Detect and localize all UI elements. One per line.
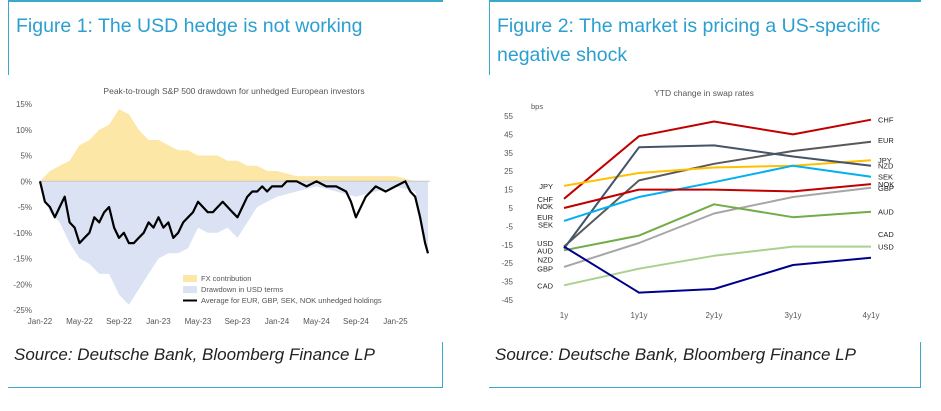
y-tick-label: -25% <box>13 306 32 315</box>
right-label-eur: EUR <box>878 136 894 145</box>
series-line-sek <box>563 164 872 222</box>
left-label-nok: NOK <box>537 202 553 211</box>
drawdown-chart: Peak-to-trough S&P 500 drawdown for unhe… <box>13 86 430 326</box>
x-tick-label: Jan-24 <box>265 317 290 326</box>
right-label-aud: AUD <box>878 208 894 217</box>
right-label-jpy: JPY <box>878 156 892 165</box>
y-tick-label: 0% <box>20 177 32 186</box>
panel-bottom-rule <box>8 387 443 388</box>
right-label-sek: SEK <box>878 173 893 182</box>
series-line-nzd <box>563 144 872 250</box>
series-line-usd <box>563 245 872 294</box>
panel-top-rule <box>489 0 921 2</box>
left-label-jpy: JPY <box>539 182 553 191</box>
right-label-gbp: GBP <box>878 184 894 193</box>
chart-1-title: Peak-to-trough S&P 500 drawdown for unhe… <box>103 86 364 96</box>
figure-2-title: Figure 2: The market is pricing a US-spe… <box>497 15 881 66</box>
chart-2-title: YTD change in swap rates <box>654 88 754 98</box>
right-label-usd: USD <box>878 243 894 252</box>
x-tick-label: May-24 <box>303 317 330 326</box>
swap-rates-chart: YTD change in swap rates bps 55 45 35 25 15 5 -5… <box>501 88 894 320</box>
right-label-chf: CHF <box>878 116 894 125</box>
series-line-eur <box>563 140 872 248</box>
figure-1-source: Source: Deutsche Bank, Bloomberg Finance… <box>14 345 375 364</box>
left-label-chf: CHF <box>538 195 554 204</box>
x-tick-label: May-22 <box>66 317 93 326</box>
x-tick-label: Sep-23 <box>225 317 251 326</box>
x-tick-label: May-23 <box>185 317 212 326</box>
right-label-cad: CAD <box>878 230 894 239</box>
left-label-aud: AUD <box>537 246 553 255</box>
y-tick-label: 5 <box>509 204 514 213</box>
fx-contribution-area <box>40 109 429 182</box>
panel-bottom-rule <box>489 387 921 388</box>
left-label-nzd: NZD <box>538 256 554 265</box>
series-line-aud <box>563 203 872 252</box>
left-label-gbp: GBP <box>537 265 553 274</box>
x-tick-label: Jan-22 <box>28 317 53 326</box>
series-line-nok <box>563 183 872 209</box>
y-tick-label: 45 <box>504 130 513 139</box>
y-tick-label: 15% <box>16 100 32 109</box>
y-tick-label: -20% <box>13 280 32 289</box>
panel-left-rule <box>8 0 9 75</box>
legend-label: FX contribution <box>201 274 251 283</box>
right-label-nzd: NZD <box>878 162 894 171</box>
x-tick-label: Sep-24 <box>343 317 369 326</box>
usd-drawdown-area <box>40 181 429 305</box>
x-tick-label: 1y <box>560 311 568 320</box>
y-axis-unit: bps <box>531 102 543 111</box>
x-tick-label: Sep-22 <box>106 317 132 326</box>
figure-1-title: Figure 1: The USD hedge is not working <box>16 15 363 37</box>
series-line-gbp <box>563 186 872 268</box>
left-label-cad: CAD <box>537 281 553 290</box>
y-tick-label: 25 <box>504 167 513 176</box>
figure-1-panel: Figure 1: The USD hedge is not working P… <box>8 0 443 388</box>
series-line-cad <box>563 245 871 287</box>
left-label-sek: SEK <box>538 221 553 230</box>
panel-left-rule <box>489 0 490 75</box>
figure-2-source: Source: Deutsche Bank, Bloomberg Finance… <box>495 345 856 364</box>
x-tick-label: 4y1y <box>863 311 880 320</box>
average-line <box>38 180 430 254</box>
series-line-chf <box>563 118 872 200</box>
figure-2-panel: Figure 2: The market is pricing a US-spe… <box>489 0 921 388</box>
x-tick-label: Jan-23 <box>146 317 171 326</box>
panel-right-rule <box>442 342 443 388</box>
series-line-jpy <box>563 159 872 187</box>
panel-top-rule <box>8 0 443 2</box>
y-tick-label: -45 <box>501 296 513 305</box>
y-tick-label: -15% <box>13 255 32 264</box>
y-tick-label: -15 <box>501 241 513 250</box>
y-tick-label: 10% <box>16 126 32 135</box>
legend-label: Average for EUR, GBP, SEK, NOK unhedged … <box>201 296 382 305</box>
y-tick-label: 5% <box>20 152 32 161</box>
legend-label: Drawdown in USD terms <box>201 285 283 294</box>
y-tick-label: 15 <box>504 186 513 195</box>
y-tick-label: -25 <box>501 259 513 268</box>
legend-swatch <box>183 275 197 282</box>
x-tick-label: 2y1y <box>706 311 723 320</box>
legend-swatch <box>183 286 197 293</box>
y-tick-label: 55 <box>504 112 513 121</box>
x-tick-label: Jan-25 <box>383 317 408 326</box>
left-label-usd: USD <box>537 239 553 248</box>
y-tick-label: -35 <box>501 278 513 287</box>
left-label-eur: EUR <box>537 213 553 222</box>
panel-right-rule <box>920 342 921 388</box>
x-tick-label: 3y1y <box>785 311 802 320</box>
y-tick-label: -10% <box>13 229 32 238</box>
right-label-nok: NOK <box>878 180 894 189</box>
y-tick-label: -5% <box>18 203 32 212</box>
y-tick-label: 35 <box>504 149 513 158</box>
x-tick-label: 1y1y <box>631 311 648 320</box>
y-tick-label: -5 <box>506 222 514 231</box>
